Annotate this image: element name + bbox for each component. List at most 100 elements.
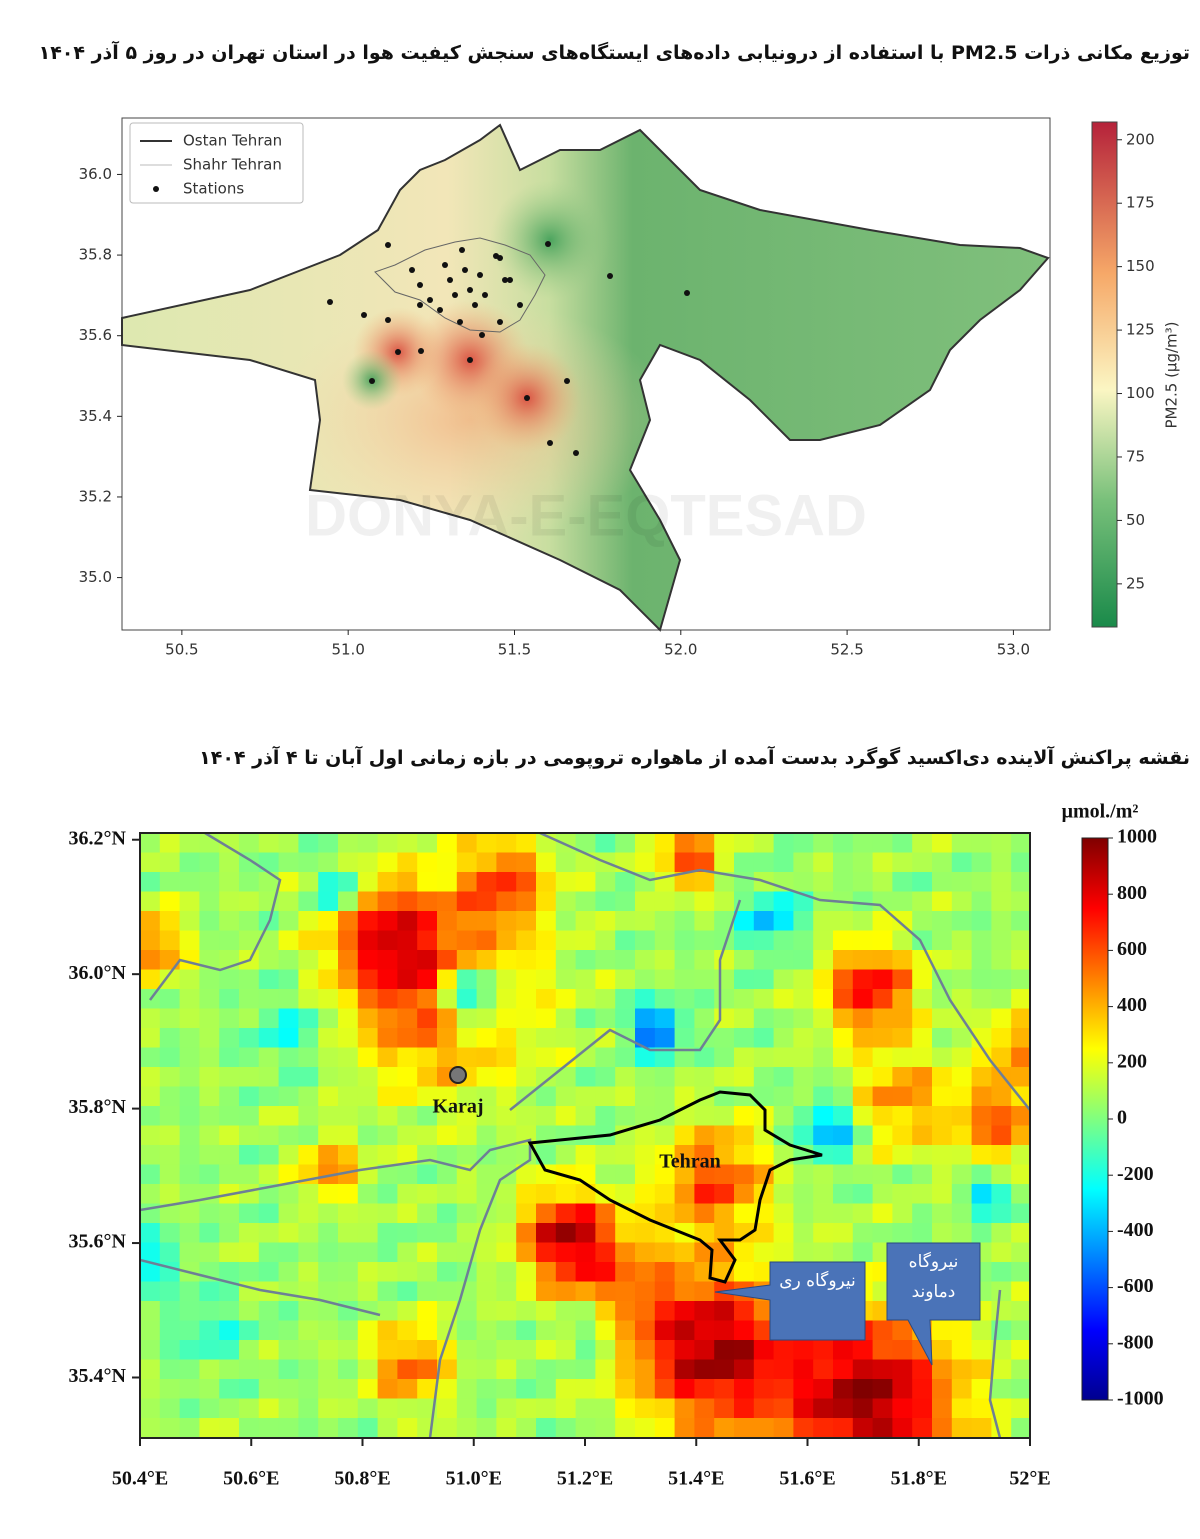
so2-cell: [991, 911, 1012, 932]
so2-cell: [298, 1398, 319, 1419]
so2-cell: [417, 1164, 438, 1185]
so2-cell: [219, 1008, 240, 1029]
karaj-marker: [449, 1066, 467, 1084]
so2-cell: [377, 911, 398, 932]
so2-cell: [971, 1008, 992, 1029]
so2-cell: [536, 1262, 557, 1283]
so2-cell: [456, 1418, 478, 1438]
so2-cell: [773, 1047, 794, 1068]
so2-cell: [1011, 1145, 1030, 1166]
so2-cell: [516, 1418, 537, 1438]
so2-cell: [496, 1145, 517, 1166]
so2-cell: [357, 1203, 379, 1224]
so2-cell: [555, 1086, 577, 1107]
callout: [714, 1261, 866, 1341]
so2-cell: [338, 1340, 359, 1361]
so2-cell: [555, 1320, 577, 1341]
colorbar-tick-label: 75: [1126, 447, 1145, 465]
so2-cell: [159, 891, 181, 912]
so2-cell: [516, 930, 537, 951]
stations: [327, 241, 690, 456]
so2-cell: [536, 1047, 557, 1068]
so2-cell: [338, 989, 359, 1010]
so2-cell: [793, 1086, 814, 1107]
so2-cell: [516, 1028, 537, 1049]
so2-cell: [318, 833, 339, 854]
so2-cell: [278, 1164, 299, 1185]
so2-cell: [674, 1145, 695, 1166]
so2-cell: [437, 1028, 458, 1049]
so2-cell: [734, 911, 755, 932]
so2-cell: [476, 1281, 497, 1302]
so2-cell: [377, 1379, 398, 1400]
so2-cell: [140, 950, 161, 971]
so2-cell: [595, 891, 616, 912]
so2-cell: [397, 1125, 418, 1146]
so2-cell: [179, 1223, 200, 1244]
so2-cell: [694, 891, 715, 912]
station: [479, 332, 485, 338]
colorbar-tick-label: -200: [1117, 1163, 1154, 1185]
so2-cell: [793, 989, 814, 1010]
so2-cell: [140, 1008, 161, 1029]
so2-cell: [159, 930, 181, 951]
so2-cell: [991, 969, 1012, 990]
so2-cell: [357, 1379, 379, 1400]
so2-cell: [456, 1125, 478, 1146]
so2-cell: [912, 1086, 933, 1107]
so2-cell: [694, 1145, 715, 1166]
so2-cell: [536, 1028, 557, 1049]
so2-cell: [258, 1086, 280, 1107]
so2-cell: [258, 1418, 280, 1438]
so2-cell: [397, 1281, 418, 1302]
so2-cell: [734, 1437, 755, 1438]
so2-cell: [714, 891, 735, 912]
so2-cell: [694, 1340, 715, 1361]
so2-cell: [714, 1086, 735, 1107]
so2-cell: [1011, 1418, 1030, 1438]
so2-cell: [1031, 1184, 1051, 1204]
so2-cell: [159, 1203, 181, 1224]
so2-cell: [397, 1223, 418, 1244]
so2-cell: [1011, 1262, 1030, 1283]
so2-cell: [852, 1125, 874, 1146]
so2-cell: [991, 1125, 1012, 1146]
so2-cell: [357, 1418, 379, 1438]
so2-cell: [1011, 1125, 1030, 1146]
so2-cell: [199, 1106, 220, 1127]
so2-cell: [179, 1379, 200, 1400]
so2-cell: [892, 852, 913, 873]
so2-cell: [437, 1398, 458, 1419]
so2-cell: [219, 1320, 240, 1341]
so2-cell: [833, 1418, 854, 1438]
so2-cell: [555, 911, 577, 932]
so2-cell: [951, 1145, 973, 1166]
so2-cell: [496, 1301, 517, 1322]
colorbar-tick-label: 800: [1117, 882, 1147, 904]
so2-cell: [694, 872, 715, 893]
so2-cell: [694, 989, 715, 1010]
so2-cell: [852, 833, 874, 854]
so2-cell: [239, 1301, 260, 1322]
station: [457, 319, 463, 325]
so2-cell: [338, 1418, 359, 1438]
so2-cell: [813, 1145, 834, 1166]
so2-cell: [516, 1106, 537, 1127]
colorbar-tick-label: -1000: [1117, 1388, 1164, 1410]
so2-cell: [278, 1145, 299, 1166]
so2-cell: [932, 1359, 953, 1380]
so2-cell: [872, 1340, 893, 1361]
so2-cell: [714, 1359, 735, 1380]
so2-cell: [219, 891, 240, 912]
so2-cell: [496, 1203, 517, 1224]
so2-cell: [932, 1047, 953, 1068]
so2-cell: [318, 1301, 339, 1322]
so2-cell: [496, 872, 517, 893]
so2-cell: [179, 1418, 200, 1438]
so2-cell: [892, 1125, 913, 1146]
so2-cell: [635, 1340, 656, 1361]
so2-cell: [635, 969, 656, 990]
so2-cell: [971, 950, 992, 971]
so2-cell: [694, 852, 715, 873]
so2-cell: [912, 1145, 933, 1166]
